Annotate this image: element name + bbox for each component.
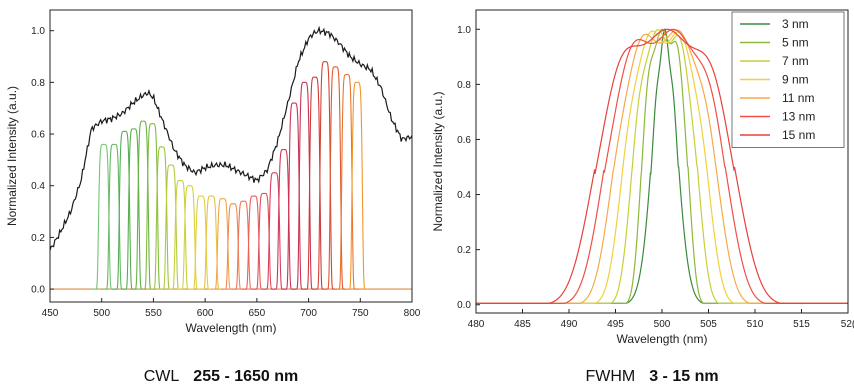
cwl-chart: 450 500 550 600 650 700 750 800 0.0 0.2 0.4 0.6 0.8 1…: [5, 9, 421, 385]
fwhm-y-tick-label: 1.0: [457, 25, 471, 36]
cwl-y-tick-label: 0.0: [31, 285, 45, 296]
cwl-filter-line-5: [130, 120, 156, 290]
fwhm-y-axis-label: Normalized Intensity (a.u.): [431, 91, 445, 231]
fwhm-caption-prefix: FWHM: [585, 368, 635, 385]
fwhm-legend-label: 15 nm: [782, 128, 815, 142]
cwl-y-tick-label: 0.4: [31, 181, 45, 192]
fwhm-legend-label: 7 nm: [782, 54, 809, 68]
fwhm-legend-label: 13 nm: [782, 110, 815, 124]
cwl-filter-line-10: [177, 185, 203, 290]
cwl-axis-ticks: 450 500 550 600 650 700 750 800 0.0 0.2 0.4 0.6 0.8 1…: [31, 26, 421, 319]
cwl-plot-area: [49, 25, 413, 290]
fwhm-y-tick-label: 0.0: [457, 300, 471, 311]
fwhm-x-axis-label: Wavelength (nm): [617, 332, 708, 346]
cwl-x-tick-label: 650: [249, 308, 266, 319]
fwhm-x-tick-label: 490: [561, 319, 578, 330]
fwhm-legend: 3 nm 5 nm 7 nm 9 nm 11 nm 13 nm 15 nm: [731, 11, 845, 148]
cwl-filter-line-18: [262, 172, 287, 290]
cwl-x-tick-label: 550: [145, 308, 162, 319]
cwl-filter-line-9: [167, 180, 193, 290]
cwl-filter-line-25: [334, 74, 360, 290]
cwl-filter-line-17: [251, 192, 277, 290]
cwl-filter-line-3: [112, 130, 137, 290]
fwhm-y-tick-label: 0.2: [457, 245, 471, 256]
cwl-filter-line-19: [271, 148, 297, 290]
cwl-x-tick-label: 450: [42, 308, 59, 319]
fwhm-x-tick-label: 485: [514, 319, 531, 330]
fwhm-series-line-15nm: [476, 28, 848, 304]
fwhm-caption-value: 3 - 15 nm: [649, 368, 718, 385]
cwl-y-tick-label: 0.6: [31, 130, 45, 141]
cwl-filter-line-24: [323, 66, 348, 290]
cwl-filter-line-8: [158, 164, 184, 290]
fwhm-x-tick-label: 505: [700, 319, 717, 330]
fwhm-y-tick-label: 0.6: [457, 135, 471, 146]
cwl-caption: CWL 255 - 1650 nm: [144, 368, 299, 385]
cwl-filter-line-21: [292, 81, 317, 290]
cwl-y-tick-label: 0.2: [31, 233, 45, 244]
fwhm-legend-label: 5 nm: [782, 36, 809, 50]
cwl-y-tick-label: 1.0: [31, 26, 45, 37]
cwl-filter-line-12: [198, 195, 224, 290]
fwhm-x-tick-label: 480: [468, 319, 485, 330]
cwl-caption-prefix: CWL: [144, 368, 180, 385]
cwl-filter-line-20: [281, 102, 307, 290]
cwl-x-tick-label: 500: [93, 308, 110, 319]
fwhm-y-tick-label: 0.8: [457, 80, 471, 91]
fwhm-x-tick-label: 500: [654, 319, 671, 330]
fwhm-x-tick-label: 495: [607, 319, 624, 330]
cwl-y-axis-label: Normalized Intensity (a.u.): [5, 86, 19, 226]
cwl-caption-value: 255 - 1650 nm: [193, 368, 298, 385]
fwhm-chart: 480 485 490 495 500 505 510 515 52( 0.0 0.2 0.4 0.6 0…: [431, 9, 854, 385]
cwl-plot-frame: [49, 9, 413, 303]
cwl-envelope-line: [49, 25, 413, 251]
fwhm-legend-label: 11 nm: [782, 91, 814, 105]
cwl-x-tick-label: 600: [197, 308, 214, 319]
fwhm-caption: FWHM 3 - 15 nm: [585, 368, 718, 385]
cwl-x-axis-label: Wavelength (nm): [186, 321, 277, 335]
cwl-filter-line-7: [149, 146, 175, 290]
fwhm-x-tick-label: 52(: [841, 319, 854, 330]
fwhm-y-tick-label: 0.4: [457, 190, 471, 201]
cwl-filter-line-15: [231, 200, 256, 290]
fwhm-legend-label: 9 nm: [782, 73, 809, 87]
cwl-filter-line-26: [344, 81, 370, 290]
cwl-filter-line-11: [188, 195, 214, 290]
cwl-filter-line-23: [312, 61, 338, 290]
cwl-x-tick-label: 750: [352, 308, 369, 319]
cwl-filter-line-22: [302, 76, 328, 290]
fwhm-legend-label: 3 nm: [782, 17, 809, 31]
cwl-filter-line-1: [91, 143, 117, 290]
cwl-y-tick-label: 0.8: [31, 78, 45, 89]
cwl-filter-line-6: [139, 123, 165, 290]
fwhm-axis-ticks: 480 485 490 495 500 505 510 515 52( 0.0 0.2 0.4 0.6 0…: [457, 25, 854, 330]
cwl-x-tick-label: 700: [300, 308, 317, 319]
cwl-filter-line-13: [210, 198, 236, 290]
cwl-filter-line-4: [121, 128, 147, 290]
fwhm-plot-area: [476, 28, 848, 304]
fwhm-x-tick-label: 510: [747, 319, 764, 330]
cwl-filter-line-14: [220, 203, 246, 290]
fwhm-x-tick-label: 515: [793, 319, 810, 330]
cwl-x-tick-label: 800: [404, 308, 421, 319]
cwl-filter-line-2: [101, 143, 127, 290]
cwl-filter-line-16: [241, 195, 267, 290]
